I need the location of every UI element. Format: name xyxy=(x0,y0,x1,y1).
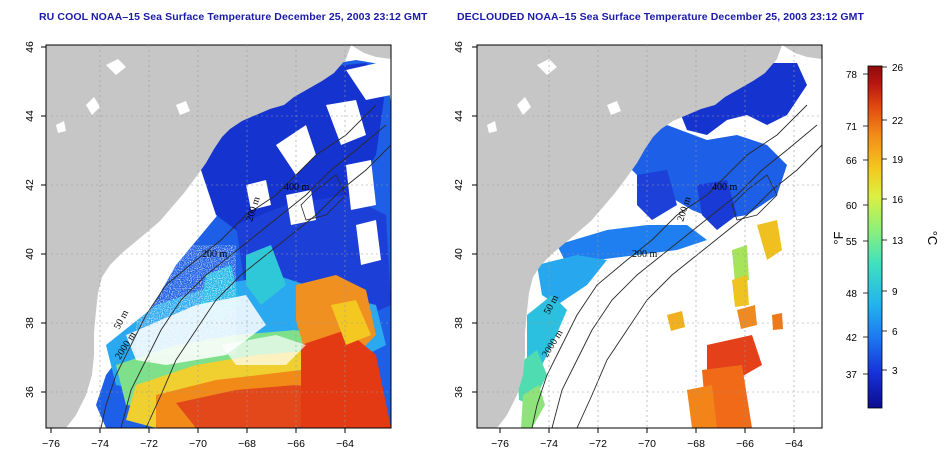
left-y-tick: 46 xyxy=(24,41,36,53)
right-x-tick: −74 xyxy=(540,438,558,450)
left-x-tick: −66 xyxy=(287,438,305,450)
right-y-tick: 38 xyxy=(453,317,465,329)
celsius-tick: 19 xyxy=(892,155,904,166)
right-y-tick: 40 xyxy=(453,248,465,260)
right-y-tick: 44 xyxy=(453,110,465,122)
celsius-tick: 6 xyxy=(892,327,898,338)
left-x-tick: −70 xyxy=(189,438,207,450)
left-contour-label: 200 m xyxy=(202,249,228,260)
right-y-tick: 42 xyxy=(453,179,465,191)
colorbar-gradient xyxy=(867,65,883,409)
left-y-tick: 44 xyxy=(24,110,36,122)
left-x-tick: −76 xyxy=(42,438,60,450)
fahrenheit-tick: 37 xyxy=(846,370,858,381)
right-x-tick: −64 xyxy=(785,438,803,450)
right-map-title: DECLOUDED NOAA–15 Sea Surface Temperatur… xyxy=(457,11,865,23)
right-x-tick: −68 xyxy=(687,438,705,450)
left-map-title: RU COOL NOAA–15 Sea Surface Temperature … xyxy=(39,11,428,23)
celsius-tick: 22 xyxy=(892,116,904,127)
right-y-tick: 36 xyxy=(453,386,465,398)
celsius-tick: 26 xyxy=(892,63,904,74)
right-contour-label: 200 m xyxy=(632,249,658,260)
fahrenheit-unit-label: °F xyxy=(831,231,846,244)
fahrenheit-tick: 66 xyxy=(846,156,858,167)
right-x-tick: −70 xyxy=(638,438,656,450)
fahrenheit-tick: 71 xyxy=(846,122,858,133)
celsius-tick: 16 xyxy=(892,195,904,206)
left-x-tick: −64 xyxy=(336,438,354,450)
fahrenheit-tick: 42 xyxy=(846,333,858,344)
fahrenheit-tick: 78 xyxy=(846,70,858,81)
right-contour-label: 400 m xyxy=(712,182,738,193)
left-map-panel: −76 −74 −72 −70 −68 −66 −64 46 44 42 40 … xyxy=(24,41,392,450)
right-y-tick: 46 xyxy=(453,41,465,53)
left-x-tick: −68 xyxy=(238,438,256,450)
celsius-unit-label: °C xyxy=(925,231,940,246)
left-y-tick: 36 xyxy=(24,386,36,398)
right-map-panel: −76 −74 −72 −70 −68 −66 −64 46 44 42 40 … xyxy=(453,41,823,450)
left-x-tick: −72 xyxy=(140,438,158,450)
left-contour-label: 400 m xyxy=(284,182,310,193)
right-x-tick: −72 xyxy=(589,438,607,450)
left-y-tick: 42 xyxy=(24,179,36,191)
fahrenheit-tick: 60 xyxy=(846,201,858,212)
right-x-tick: −66 xyxy=(736,438,754,450)
left-y-tick: 38 xyxy=(24,317,36,329)
right-x-tick: −76 xyxy=(491,438,509,450)
left-y-tick: 40 xyxy=(24,248,36,260)
temperature-colorbar: 78 71 66 60 55 48 42 37 26 22 19 16 13 9… xyxy=(831,63,940,409)
fahrenheit-tick: 48 xyxy=(846,289,858,300)
left-x-tick: −74 xyxy=(91,438,109,450)
fahrenheit-tick: 55 xyxy=(846,237,858,248)
celsius-tick: 9 xyxy=(892,287,898,298)
celsius-tick: 3 xyxy=(892,366,898,377)
celsius-tick: 13 xyxy=(892,236,904,247)
